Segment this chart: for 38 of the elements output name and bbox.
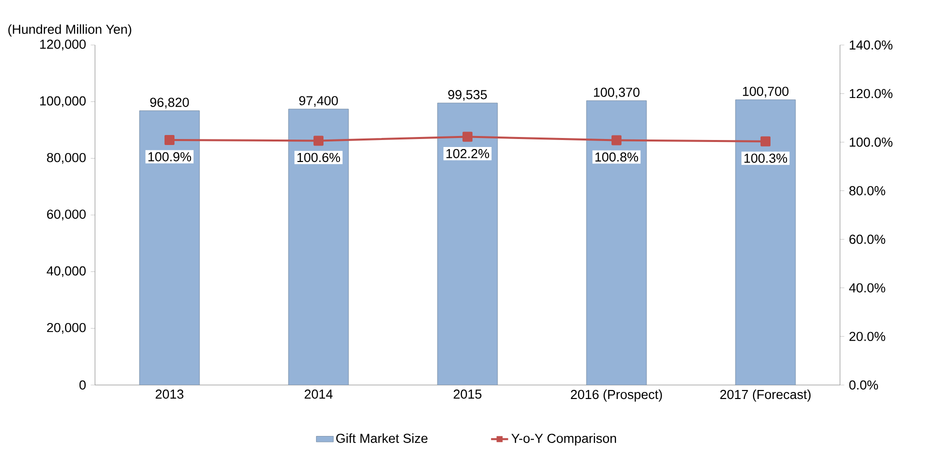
data-label: 100.9% <box>148 152 192 162</box>
data-label: 100.6% <box>297 152 340 162</box>
legend-label: Gift Market Size <box>336 433 428 443</box>
legend-label: Y-o-Y Comparison <box>511 433 616 446</box>
x-tick-label: 2014 <box>304 390 333 399</box>
x-tick-label: 2016 (Prospect) <box>570 390 662 402</box>
y-axis-title: (Hundred Million Yen) <box>8 24 132 36</box>
bar <box>288 108 349 385</box>
bar <box>139 110 200 385</box>
y2-tick-label: 0.0% <box>849 380 878 390</box>
data-label: 99,535 <box>448 90 487 101</box>
data-label: 100,700 <box>742 86 788 98</box>
y-tick-label: 80,000 <box>47 152 86 164</box>
y-tick-label: 60,000 <box>47 210 86 220</box>
data-label: 100.8% <box>595 152 638 162</box>
x-tick-label: 2013 <box>156 390 184 399</box>
y2-tick-label: 140.0% <box>850 40 892 50</box>
y2-tick-label: 40.0% <box>849 283 886 292</box>
data-label: 100,370 <box>594 88 640 98</box>
y2-tick-label: 120.0% <box>850 88 892 98</box>
x-tick-label: 2015 <box>454 390 482 399</box>
y2-tick-label: 100.0% <box>850 138 892 147</box>
bar <box>735 99 796 385</box>
y2-tick-label: 60.0% <box>849 234 886 244</box>
bar <box>437 102 498 385</box>
data-label: 102.2% <box>446 149 490 158</box>
data-label: 100.3% <box>744 154 788 163</box>
data-label: 96,820 <box>150 98 189 108</box>
bar <box>586 100 647 385</box>
y-tick-label: 40,000 <box>46 266 86 278</box>
y-tick-label: 20,000 <box>47 322 86 334</box>
y2-tick-label: 20.0% <box>849 332 886 342</box>
y-tick-label: 120,000 <box>40 40 86 50</box>
y2-tick-label: 80.0% <box>849 186 886 196</box>
x-tick-label: 2017 (Forecast) <box>720 390 811 402</box>
data-label: 97,400 <box>299 96 338 107</box>
y-tick-label: 100,000 <box>40 96 86 108</box>
y-tick-label: 0 <box>79 380 86 390</box>
